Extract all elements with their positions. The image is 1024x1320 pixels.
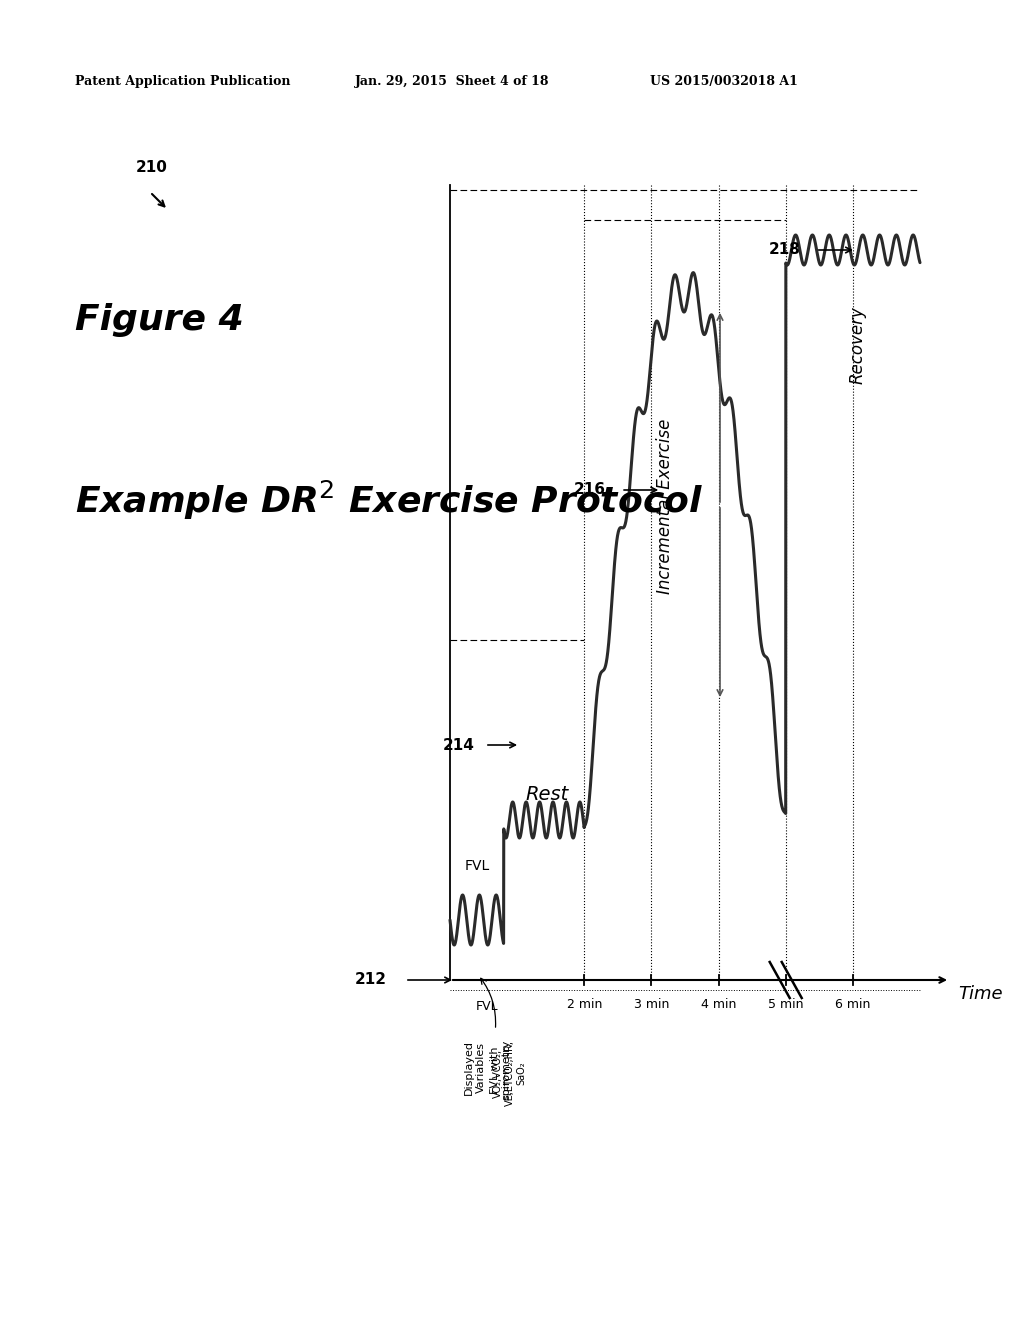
Text: Recovery: Recovery: [849, 306, 867, 384]
Text: Incremental Exercise: Incremental Exercise: [656, 418, 674, 594]
Text: Jan. 29, 2015  Sheet 4 of 18: Jan. 29, 2015 Sheet 4 of 18: [355, 75, 550, 88]
Text: Example DR$^2$ Exercise Protocol: Example DR$^2$ Exercise Protocol: [75, 478, 703, 521]
Text: 3 min: 3 min: [634, 998, 669, 1011]
Text: 216: 216: [574, 483, 606, 498]
Text: 218: 218: [769, 243, 801, 257]
Text: Patent Application Publication: Patent Application Publication: [75, 75, 291, 88]
Text: 6 min: 6 min: [836, 998, 870, 1011]
Text: Figure 4: Figure 4: [75, 304, 244, 337]
Text: FVL: FVL: [475, 1001, 498, 1012]
Text: 4 min: 4 min: [700, 998, 736, 1011]
Text: 212: 212: [355, 973, 387, 987]
Text: 214: 214: [443, 738, 475, 752]
Text: VO₂,VCO₂,
VE,ETCO₂,HR,
SaO₂: VO₂,VCO₂, VE,ETCO₂,HR, SaO₂: [494, 1040, 526, 1106]
Text: FVL: FVL: [464, 859, 489, 873]
Text: 210: 210: [136, 160, 168, 176]
Text: Rest: Rest: [525, 785, 568, 804]
Text: 5 min: 5 min: [768, 998, 804, 1011]
Text: Time: Time: [958, 985, 1002, 1003]
Text: 2 min: 2 min: [566, 998, 602, 1011]
Text: Displayed
Variables: Displayed Variables: [464, 1040, 485, 1096]
Text: US 2015/0032018 A1: US 2015/0032018 A1: [650, 75, 798, 88]
Text: FVL with
spirometry: FVL with spirometry: [489, 1040, 511, 1101]
